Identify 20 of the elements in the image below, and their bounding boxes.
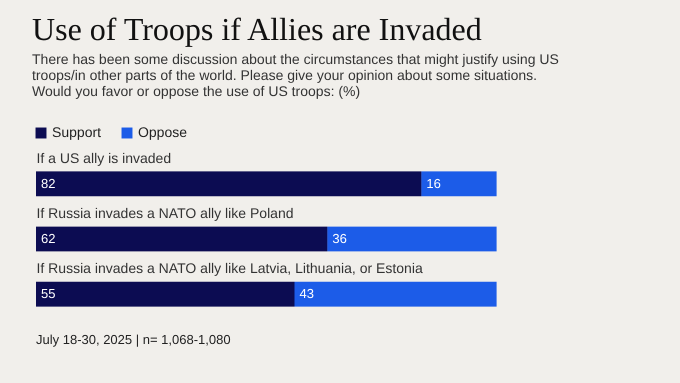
chart-title: Use of Troops if Allies are Invaded — [32, 11, 482, 47]
bar — [36, 171, 422, 196]
bar — [36, 226, 328, 252]
chart-subtitle: There has been some discussion about the circumstances that might justify using US troops/in other parts of the world. Please give your opinion about some situations. Would you favor or oppose the use of US troops: (%) — [32, 51, 559, 99]
bar — [36, 282, 294, 307]
data-label: 43 — [300, 286, 314, 302]
data-label: 62 — [41, 231, 56, 246]
text: July 18-30, 2025 | n= 1,068-1,080 — [36, 332, 231, 347]
legend-label: Oppose — [138, 124, 188, 140]
y-tick-label: If Russia invades a NATO ally like Latvia, Lithuania, or Estonia — [36, 260, 423, 276]
y-tick-label: If Russia invades a NATO ally like Poland — [36, 205, 294, 221]
bar — [421, 171, 497, 196]
data-label: 55 — [41, 286, 56, 302]
legend-label: Support — [52, 124, 102, 140]
bar — [327, 226, 497, 252]
data-label: 82 — [41, 176, 56, 191]
data-label: 16 — [426, 176, 441, 191]
data-label: 36 — [332, 231, 347, 246]
bar — [294, 282, 497, 307]
y-tick-label: If a US ally is invaded — [36, 150, 172, 166]
